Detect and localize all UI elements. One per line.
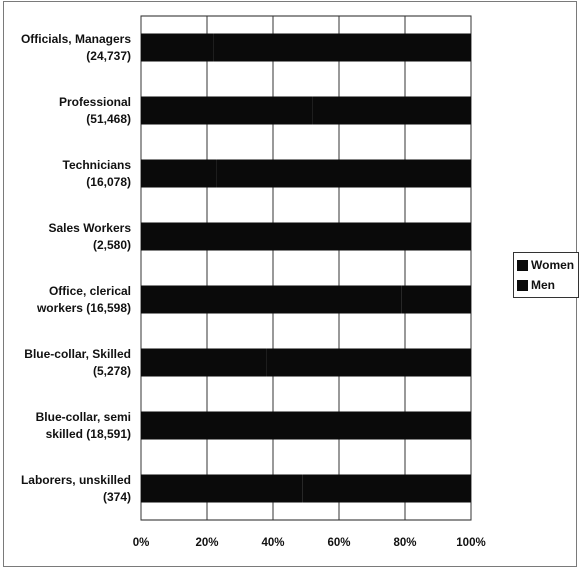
bar-women bbox=[141, 411, 339, 440]
bar-men bbox=[302, 474, 471, 503]
bar-men bbox=[312, 96, 471, 125]
bars bbox=[141, 33, 471, 503]
category-label: Professional bbox=[59, 95, 131, 109]
category-label: skilled (18,591) bbox=[46, 427, 131, 441]
category-label: (2,580) bbox=[93, 238, 131, 252]
category-label: (24,737) bbox=[86, 49, 131, 63]
legend-label-women: Women bbox=[531, 258, 575, 272]
category-label: (16,078) bbox=[86, 175, 131, 189]
x-axis-tick-labels: 0% 20% 40% 60% 80% 100% bbox=[133, 537, 486, 549]
category-label: (51,468) bbox=[86, 112, 131, 126]
bar-women bbox=[141, 33, 214, 62]
bar-women bbox=[141, 348, 267, 377]
legend-swatch-men bbox=[517, 279, 528, 291]
bar-women bbox=[141, 222, 224, 251]
x-tick-label: 0% bbox=[133, 537, 150, 549]
bar-women bbox=[141, 159, 217, 188]
plot-area bbox=[140, 15, 472, 521]
category-label: Blue-collar, Skilled bbox=[24, 347, 131, 361]
category-label: Office, clerical bbox=[49, 284, 131, 298]
category-label: workers (16,598) bbox=[36, 301, 131, 315]
category-label: Technicians bbox=[63, 158, 132, 172]
bar-women bbox=[141, 285, 402, 314]
category-label: Sales Workers bbox=[49, 221, 132, 235]
bar-men bbox=[339, 411, 471, 440]
category-label: (5,278) bbox=[93, 364, 131, 378]
bar-men bbox=[223, 222, 471, 251]
bar-men bbox=[266, 348, 471, 377]
bar-women bbox=[141, 474, 303, 503]
x-tick-label: 100% bbox=[456, 537, 485, 549]
bar-men bbox=[213, 33, 471, 62]
category-labels: Officials, Managers (24,737) Professional (… bbox=[21, 32, 131, 504]
x-tick-label: 20% bbox=[195, 537, 218, 549]
bar-men bbox=[401, 285, 471, 314]
category-label: Laborers, unskilled bbox=[21, 473, 131, 487]
legend-label-men: Men bbox=[531, 278, 555, 292]
legend: Women Men bbox=[513, 252, 580, 298]
bar-women bbox=[141, 96, 313, 125]
x-tick-label: 60% bbox=[327, 537, 350, 549]
x-tick-label: 80% bbox=[393, 537, 416, 549]
x-tick-label: 40% bbox=[261, 537, 284, 549]
category-label: Officials, Managers bbox=[21, 32, 131, 46]
legend-item-men: Men bbox=[517, 275, 574, 295]
bar-men bbox=[216, 159, 471, 188]
legend-item-women: Women bbox=[517, 255, 574, 275]
category-label: (374) bbox=[103, 490, 131, 504]
category-label: Blue-collar, semi bbox=[36, 410, 131, 424]
legend-swatch-women bbox=[517, 259, 528, 271]
